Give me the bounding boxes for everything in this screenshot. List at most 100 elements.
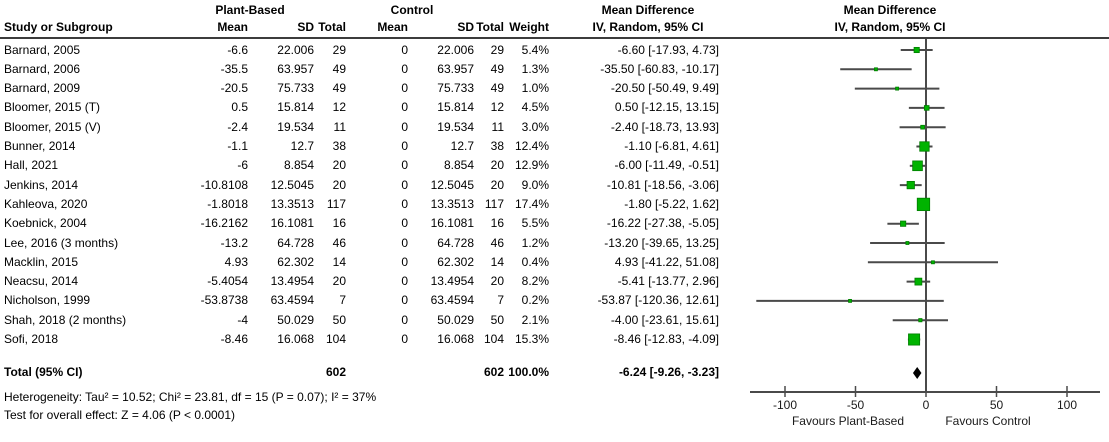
total-n-control: 602 (483, 365, 504, 379)
control-mean: 0 (401, 332, 408, 346)
plant-based-mean: -8.46 (220, 332, 248, 346)
column-header-total-c: Total (476, 20, 504, 34)
control-sd: 13.4954 (430, 274, 474, 289)
control-mean: 0 (401, 312, 408, 327)
study-row: Macklin, 2015 4.93 62.302 14 0 62.302 14 0.4% 4.… (0, 254, 1109, 271)
ci-text: -8.46 [-12.83, -4.09] (613, 332, 719, 346)
control-mean: 0 (401, 293, 408, 308)
plant-based-sd: 63.4594 (270, 293, 314, 308)
study-name: Hall, 2021 (4, 158, 59, 173)
plant-based-total: 50 (332, 312, 346, 327)
study-name: Bunner, 2014 (4, 139, 76, 153)
control-mean: 0 (401, 119, 408, 134)
study-name: Sofi, 2018 (4, 332, 59, 346)
favours-right-label: Favours Control (945, 414, 1030, 428)
control-mean: 0 (401, 81, 408, 96)
plant-based-sd: 15.814 (277, 100, 314, 115)
group-header-mean-difference-left: Mean Difference (601, 3, 695, 17)
control-mean: 0 (401, 42, 408, 57)
total-row: Total (95% CI) 602 602 100.0% -6.24 [-9.… (0, 364, 1109, 381)
plant-based-sd: 8.854 (283, 158, 314, 173)
study-row: Koebnick, 2004 -16.2162 16.1081 16 0 16.1081 1… (0, 215, 1109, 232)
control-sd: 12.7 (450, 139, 474, 153)
column-header-mean-c: Mean (377, 20, 408, 34)
control-mean: 0 (401, 100, 408, 115)
column-header-weight: Weight (509, 20, 549, 34)
weight-value: 17.4% (514, 196, 549, 211)
study-name: Jenkins, 2014 (4, 177, 79, 192)
control-total: 49 (490, 61, 504, 76)
axis-tick-label: 100 (1057, 398, 1077, 412)
study-name: Barnard, 2009 (4, 81, 81, 96)
weight-value: 15.3% (514, 332, 549, 346)
plant-based-total: 104 (325, 332, 346, 346)
plant-based-total: 16 (332, 216, 346, 231)
study-name: Bloomer, 2015 (T) (4, 100, 101, 115)
group-header-mean-difference-right: Mean Difference (843, 3, 937, 17)
plant-based-sd: 12.7 (290, 139, 314, 153)
weight-value: 1.0% (521, 81, 549, 96)
ci-text: 4.93 [-41.22, 51.08] (614, 254, 719, 269)
study-row: Bloomer, 2015 (V) -2.4 19.534 11 0 19.534 11 3.… (0, 119, 1109, 136)
plant-based-sd: 13.3513 (270, 196, 314, 211)
axis-tick-label: -100 (773, 398, 797, 412)
plant-based-mean: -2.4 (227, 119, 248, 134)
study-row: Bloomer, 2015 (T) 0.5 15.814 12 0 15.814 12 4.5… (0, 99, 1109, 116)
study-row: Shah, 2018 (2 months) -4 50.029 50 0 50.029 50… (0, 312, 1109, 329)
plant-based-mean: -1.1 (227, 139, 248, 153)
control-sd: 12.5045 (430, 177, 474, 192)
weight-value: 0.4% (521, 254, 549, 269)
plant-based-total: 38 (332, 139, 346, 153)
plant-based-total: 117 (326, 196, 346, 211)
control-total: 16 (490, 216, 504, 231)
control-sd: 15.814 (437, 100, 474, 115)
column-header-sd-pb: SD (297, 20, 314, 34)
study-row: Barnard, 2009 -20.5 75.733 49 0 75.733 49 1.0% -… (0, 80, 1109, 97)
study-row: Jenkins, 2014 -10.8108 12.5045 20 0 12.5045 20… (0, 177, 1109, 194)
control-total: 7 (497, 293, 504, 308)
total-n-plant-based: 602 (325, 365, 346, 379)
study-name: Koebnick, 2004 (4, 216, 87, 231)
control-mean: 0 (401, 139, 408, 153)
study-name: Nicholson, 1999 (4, 293, 91, 308)
plant-based-sd: 16.068 (277, 332, 314, 346)
plant-based-sd: 16.1081 (270, 216, 314, 231)
weight-value: 9.0% (521, 177, 549, 192)
plant-based-mean: -6 (237, 158, 248, 173)
plant-based-sd: 63.957 (277, 61, 314, 76)
plant-based-sd: 19.534 (277, 119, 314, 134)
study-name: Kahleova, 2020 (4, 196, 88, 211)
control-total: 49 (490, 81, 504, 96)
control-sd: 63.957 (437, 61, 474, 76)
plant-based-sd: 50.029 (277, 312, 314, 327)
study-name: Lee, 2016 (3 months) (4, 235, 119, 250)
plant-based-mean: -10.8108 (200, 177, 248, 192)
ci-text: -2.40 [-18.73, 13.93] (610, 119, 719, 134)
plant-based-mean: -13.2 (220, 235, 248, 250)
control-sd: 63.4594 (430, 293, 474, 308)
plant-based-total: 7 (339, 293, 346, 308)
plant-based-sd: 12.5045 (270, 177, 314, 192)
ci-text: -35.50 [-60.83, -10.17] (600, 61, 719, 76)
plant-based-sd: 64.728 (277, 235, 314, 250)
control-mean: 0 (401, 177, 408, 192)
axis-tick-label: 0 (923, 398, 930, 412)
ci-text: -20.50 [-50.49, 9.49] (610, 81, 719, 96)
control-total: 117 (484, 196, 504, 211)
control-total: 20 (490, 274, 504, 289)
column-header-ci-left: IV, Random, 95% CI (592, 20, 704, 34)
plant-based-total: 46 (332, 235, 346, 250)
ci-text: -13.20 [-39.65, 13.25] (604, 235, 719, 250)
study-name: Macklin, 2015 (4, 254, 79, 269)
study-row: Kahleova, 2020 -1.8018 13.3513 117 0 13.3513 1… (0, 196, 1109, 213)
study-name: Barnard, 2006 (4, 61, 81, 76)
study-row: Nicholson, 1999 -53.8738 63.4594 7 0 63.4594 7… (0, 292, 1109, 309)
favours-left-label: Favours Plant-Based (792, 414, 904, 428)
control-total: 20 (490, 177, 504, 192)
plant-based-total: 49 (332, 81, 346, 96)
control-total: 20 (490, 158, 504, 173)
group-header-control: Control (390, 3, 434, 17)
control-sd: 16.068 (437, 332, 474, 346)
study-row: Neacsu, 2014 -5.4054 13.4954 20 0 13.4954 20 8.… (0, 273, 1109, 290)
